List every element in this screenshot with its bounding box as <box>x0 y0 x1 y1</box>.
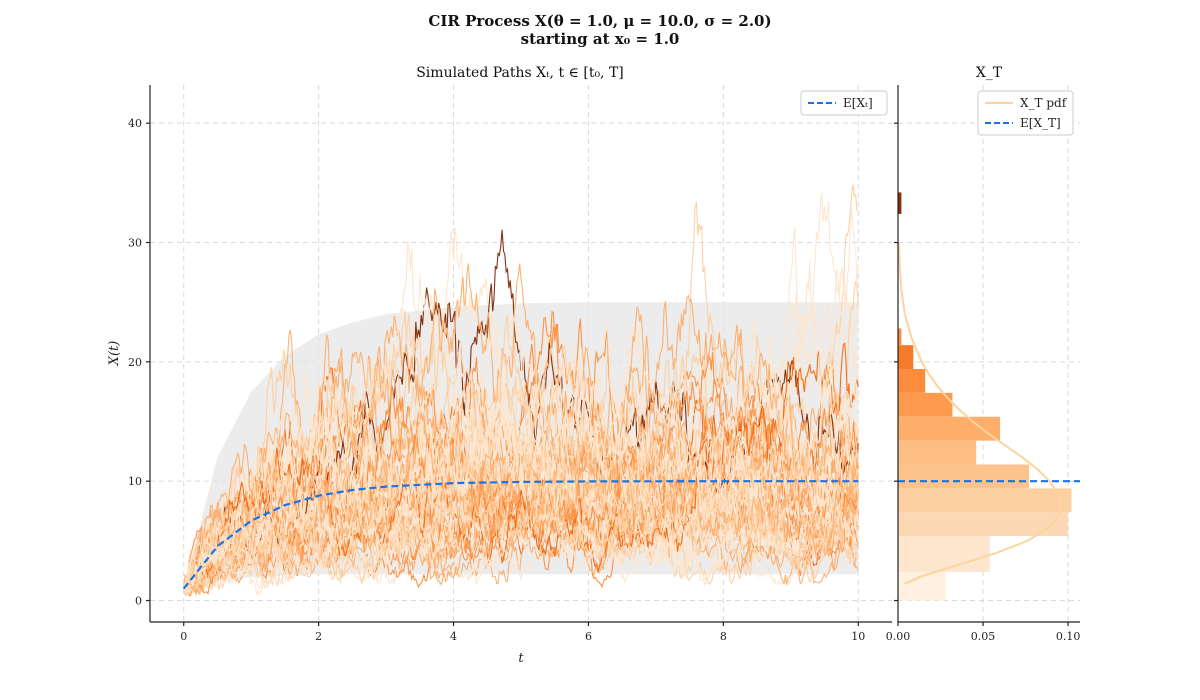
paths-tick-labels: 0 2 4 6 8 10 0 10 20 30 40 <box>128 117 865 643</box>
histogram-axes <box>894 85 1080 626</box>
histogram-bar <box>898 392 953 417</box>
paths-xlabel: t <box>518 651 524 666</box>
histogram-tail-bar <box>898 192 902 214</box>
histogram-xtick-label: 0.10 <box>1056 630 1081 643</box>
paths-ytick-label: 10 <box>128 475 142 488</box>
simulated-path <box>183 394 859 589</box>
pdf-curve-group <box>897 242 1063 585</box>
legend-label-expectation: E[Xₜ] <box>843 96 873 110</box>
simulated-path <box>183 372 859 589</box>
histogram-bar <box>898 512 1069 537</box>
paths-xtick-label: 0 <box>180 630 187 643</box>
expectation-line <box>182 480 859 590</box>
histogram-bars <box>898 192 1072 601</box>
histogram-bar <box>898 345 914 370</box>
figure-title: CIR Process X(θ = 1.0, μ = 10.0, σ = 2.0… <box>428 12 771 30</box>
paths-ytick-label: 40 <box>128 117 142 130</box>
simulated-path <box>183 342 859 591</box>
paths-xtick-label: 4 <box>450 630 457 643</box>
paths-ytick-label: 0 <box>135 595 142 608</box>
simulated-paths <box>183 184 859 597</box>
histogram-panel-title: X_T <box>976 65 1003 81</box>
figure-subtitle: starting at x₀ = 1.0 <box>521 30 680 48</box>
paths-legend-frame <box>800 90 888 116</box>
paths-xtick-label: 2 <box>315 630 322 643</box>
histogram-bar <box>898 536 990 572</box>
histogram-bar <box>898 416 1001 441</box>
expectation-line-group <box>182 480 859 590</box>
paths-panel: Simulated Paths Xₜ, t ∈ [t₀, T] 0 2 4 6 8 100… <box>107 65 892 666</box>
histogram-panel: X_T 0.00 0.05 0.10 X_T pdf E[X_T] <box>886 65 1081 643</box>
legend-label-expectation-T: E[X_T] <box>1020 116 1061 130</box>
histogram-bar <box>898 440 977 465</box>
paths-axes <box>146 85 892 626</box>
histogram-legend: X_T pdf E[X_T] <box>977 90 1074 136</box>
paths-xtick-label: 6 <box>585 630 592 643</box>
histogram-tail-bar <box>898 328 902 346</box>
simulated-path <box>183 384 859 596</box>
pdf-curve <box>897 242 1063 585</box>
simulated-path <box>183 368 859 595</box>
histogram-bar <box>898 464 1029 489</box>
paths-xtick-label: 10 <box>851 630 865 643</box>
paths-xtick-label: 8 <box>720 630 727 643</box>
histogram-xtick-label: 0.05 <box>971 630 996 643</box>
simulated-path <box>183 426 859 593</box>
simulated-path <box>183 350 859 590</box>
paths-panel-title: Simulated Paths Xₜ, t ∈ [t₀, T] <box>416 65 624 81</box>
paths-ytick-label: 30 <box>128 237 142 250</box>
simulated-path <box>183 209 859 596</box>
histogram-bar <box>898 488 1072 513</box>
paths-ytick-label: 20 <box>128 356 142 369</box>
paths-ylabel: X(t) <box>107 341 122 367</box>
legend-label-pdf: X_T pdf <box>1020 96 1068 110</box>
paths-legend: E[Xₜ] <box>800 90 888 116</box>
histogram-tick-labels: 0.00 0.05 0.10 <box>886 630 1081 643</box>
histogram-bar <box>898 369 926 393</box>
histogram-xtick-label: 0.00 <box>886 630 911 643</box>
